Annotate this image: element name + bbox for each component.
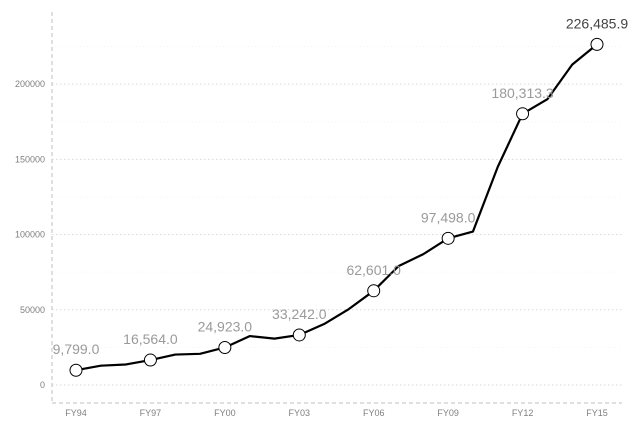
- data-point-marker: [441, 231, 455, 245]
- data-points: [69, 37, 604, 377]
- data-point-marker: [69, 363, 83, 377]
- data-label: 180,313.3: [491, 85, 553, 101]
- data-point-marker: [143, 353, 157, 367]
- x-tick-label: FY97: [140, 408, 162, 418]
- data-point-marker: [590, 37, 604, 51]
- data-label: 226,485.9: [566, 15, 628, 31]
- data-point-marker: [367, 284, 381, 298]
- x-tick-label: FY15: [586, 408, 608, 418]
- data-label: 97,498.0: [421, 209, 476, 225]
- data-point-marker: [516, 107, 530, 121]
- y-tick-label: 50000: [20, 305, 45, 315]
- x-tick-label: FY09: [437, 408, 459, 418]
- series-line: [75, 43, 598, 372]
- data-label: 62,601.0: [346, 262, 401, 278]
- data-point-marker: [292, 328, 306, 342]
- data-label: 24,923.0: [198, 318, 253, 334]
- y-tick-label: 150000: [15, 154, 45, 164]
- x-tick-labels: FY94 FY97 FY00 FY03 FY06 FY09 FY12 FY15: [65, 408, 608, 418]
- data-label: 33,242.0: [272, 306, 327, 322]
- axes: [51, 12, 622, 404]
- x-tick-label: FY94: [65, 408, 87, 418]
- data-label: 16,564.0: [123, 331, 178, 347]
- y-tick-label: 100000: [15, 230, 45, 240]
- x-tick-label: FY03: [289, 408, 311, 418]
- data-point-marker: [218, 340, 232, 354]
- y-tick-label: 200000: [15, 79, 45, 89]
- x-tick-label: FY12: [512, 408, 534, 418]
- data-label: 9,799.0: [53, 341, 100, 357]
- y-tick-label: 0: [40, 380, 45, 390]
- data-series: [75, 43, 598, 372]
- x-tick-label: FY00: [214, 408, 236, 418]
- y-tick-labels: 0 50000 100000 150000 200000: [15, 79, 45, 390]
- grid-lines: [52, 46, 622, 386]
- x-tick-label: FY06: [363, 408, 385, 418]
- data-labels: 9,799.0 16,564.0 24,923.0 33,242.0 62,601.0 9…: [53, 15, 629, 357]
